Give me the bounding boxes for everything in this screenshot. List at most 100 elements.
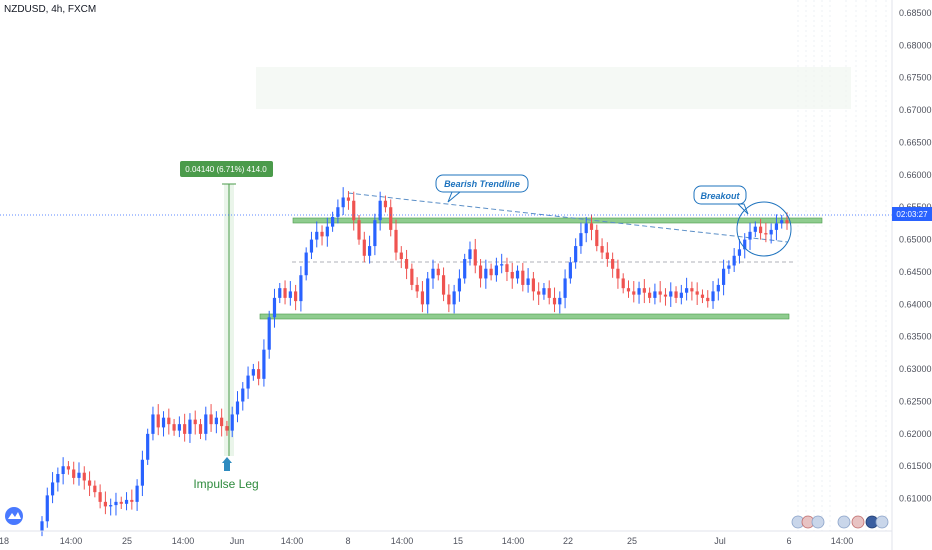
candle-body [167, 417, 171, 425]
candle-body [721, 268, 726, 285]
projection-zone [256, 67, 851, 109]
candle-body [214, 417, 218, 425]
candle-body [56, 474, 60, 483]
candle-body [478, 265, 483, 279]
y-tick-label: 0.61500 [899, 461, 932, 471]
candle-body [119, 501, 123, 504]
candle-body [288, 291, 292, 298]
candle-body [362, 239, 366, 256]
candle-body [93, 485, 97, 493]
resistance-zone [292, 217, 823, 224]
support-zone [259, 313, 790, 320]
candle-body [595, 229, 599, 247]
x-tick-label: 14:00 [172, 536, 195, 546]
candle-body [732, 255, 736, 266]
candle-body [716, 284, 720, 292]
x-tick-label: 15 [453, 536, 463, 546]
candle-body [309, 239, 314, 253]
y-tick-label: 0.64000 [899, 299, 932, 309]
candle-body [241, 388, 245, 402]
price-tag: 02:03:27 [892, 207, 932, 221]
up-arrow-stem [224, 463, 230, 471]
candle-body [98, 492, 102, 502]
candle-body [431, 268, 435, 279]
candle-body [711, 291, 715, 302]
y-tick-label: 0.64500 [899, 267, 932, 277]
candle-body [373, 220, 377, 247]
candle-body [441, 275, 446, 295]
candle-body [547, 288, 551, 298]
y-tick-label: 0.68000 [899, 40, 932, 50]
event-icons-right[interactable] [837, 515, 889, 529]
y-tick-label: 0.66500 [899, 137, 932, 147]
candle-body [780, 220, 784, 224]
y-axis[interactable]: 0.68500 0.68000 0.67500 0.67000 0.66500 0.660… [899, 8, 932, 504]
y-tick-label: 0.62500 [899, 396, 932, 406]
candle-body [531, 278, 535, 292]
candle-body [331, 216, 335, 227]
candle-body [336, 207, 340, 217]
candle-body [526, 278, 530, 285]
candle-body [278, 288, 282, 298]
candle-body [621, 278, 625, 289]
candle-body [690, 288, 694, 292]
x-tick-label: 8 [345, 536, 350, 546]
x-tick-label: 14:00 [391, 536, 414, 546]
candle-body [658, 291, 662, 295]
candle-body [505, 264, 509, 272]
x-axis[interactable]: 18 14:00 25 14:00 Jun 14:00 8 14:00 15 14:00 22 25 J… [0, 536, 853, 546]
breakout-callout: Breakout [693, 185, 792, 257]
x-tick-label: 25 [627, 536, 637, 546]
candle-body [220, 417, 224, 427]
tradingview-logo[interactable] [5, 507, 23, 525]
x-tick-label: 25 [122, 536, 132, 546]
candle-body [394, 229, 398, 253]
candle-body [537, 291, 541, 295]
candle-body [325, 226, 329, 237]
candle-body [272, 297, 277, 318]
candle-body [584, 223, 588, 234]
candle-body [209, 414, 213, 425]
y-tick-label: 0.67000 [899, 105, 932, 115]
candle-body [299, 275, 303, 302]
candle-body [743, 239, 747, 250]
y-tick-label: 0.68500 [899, 8, 932, 18]
candle-body [563, 278, 567, 298]
candle-body [426, 278, 430, 305]
candle-body [679, 292, 683, 298]
candle-body [77, 472, 81, 478]
candle-body [468, 249, 472, 260]
candle-body [87, 480, 92, 486]
candle-body [378, 200, 382, 221]
candle-body [769, 229, 773, 235]
x-tick-label: 14:00 [502, 536, 525, 546]
y-tick-label: 0.63500 [899, 332, 932, 342]
candle-body [611, 259, 615, 269]
event-icons-left[interactable] [791, 515, 825, 529]
candle-body [246, 375, 250, 389]
candle-body [183, 424, 187, 434]
candle-body [648, 292, 652, 298]
candle-body [114, 501, 118, 506]
candle-body [103, 501, 108, 507]
candle-body [283, 288, 287, 298]
candle-body [473, 249, 477, 266]
candle-body [674, 291, 678, 298]
y-tick-label: 0.62000 [899, 429, 932, 439]
x-tick-label: 6 [786, 536, 791, 546]
candle-body [352, 200, 356, 221]
candle-body [294, 291, 298, 302]
candle-body [235, 401, 240, 415]
candle-body [685, 288, 689, 293]
candle-body [753, 226, 757, 232]
candle-body [764, 233, 768, 235]
candle-body [574, 246, 578, 263]
measure-text: 0.04140 (6.71%) 414.0 [185, 165, 267, 174]
candle-body [193, 419, 197, 425]
candle-body [109, 505, 113, 507]
candle-body [230, 414, 234, 431]
candle-body [695, 291, 699, 295]
candle-body [500, 264, 504, 266]
candle-body [415, 284, 419, 292]
